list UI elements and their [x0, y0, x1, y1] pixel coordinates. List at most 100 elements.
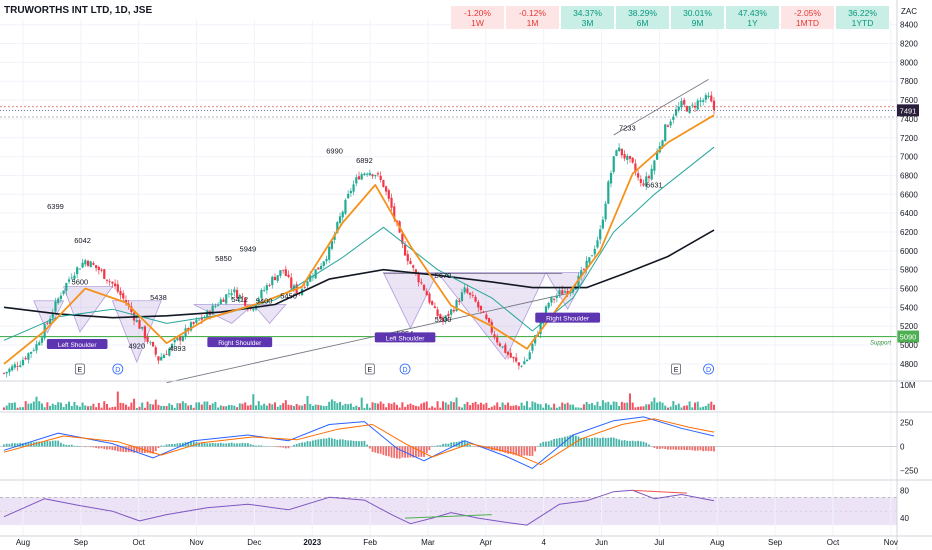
- macd-hist-bar: [347, 440, 350, 447]
- volume-bar: [474, 401, 477, 410]
- volume-bar: [336, 403, 339, 410]
- macd-hist-bar: [149, 446, 152, 454]
- candle-body: [97, 267, 100, 271]
- macd-hist-bar: [298, 443, 301, 447]
- volume-bar: [691, 407, 694, 410]
- candle-body: [566, 290, 569, 294]
- candle-body: [357, 176, 361, 180]
- time-axis[interactable]: Aug Sep Oct Nov Dec 2023 Feb Mar Apr 4 Jun Jul Aug Se…: [16, 538, 932, 547]
- volume-bar: [295, 403, 298, 410]
- volume-bar: [306, 395, 309, 410]
- perf-cell[interactable]: -0.12% 1M: [506, 6, 559, 29]
- volume-bar: [57, 402, 60, 410]
- volume-bar: [222, 406, 225, 410]
- time-tick-label: Aug: [16, 538, 30, 547]
- volume-bar: [27, 403, 30, 410]
- ema-mid-line: [3, 146, 715, 341]
- volume-bar: [612, 401, 615, 410]
- perf-value: 38.29%: [628, 7, 657, 18]
- macd-hist-bar: [257, 445, 260, 447]
- perf-cell[interactable]: 30.01% 9M: [671, 6, 724, 29]
- perf-cell[interactable]: 47.43% 1Y: [726, 6, 779, 29]
- currency-label[interactable]: ZAC: [901, 7, 917, 16]
- price-annotation: 5450: [280, 292, 297, 301]
- volume-bar: [260, 405, 263, 410]
- rsi-pane: [3, 489, 715, 526]
- candle-body: [170, 343, 174, 349]
- macd-hist-bar: [550, 440, 553, 447]
- macd-hist-bar: [523, 446, 526, 456]
- macd-hist-bar: [485, 446, 488, 450]
- volume-bar: [173, 407, 176, 410]
- macd-hist-bar: [228, 443, 230, 447]
- candle-body: [571, 288, 575, 293]
- macd-hist-bar: [192, 440, 195, 447]
- candle-body: [252, 308, 255, 311]
- macd-hist-bar: [320, 439, 322, 447]
- candle-body: [512, 356, 515, 359]
- volume-bar: [601, 400, 604, 410]
- perf-cell[interactable]: -2.05% 1MTD: [781, 6, 834, 29]
- macd-hist-bar: [119, 446, 122, 452]
- macd-hist-bar: [108, 446, 111, 450]
- candle-body: [57, 298, 60, 304]
- candle-body: [360, 174, 363, 180]
- symbol-title[interactable]: TRUWORTHS INT LTD, 1D, JSE: [4, 5, 153, 16]
- volume-bar: [241, 403, 244, 410]
- candle-body: [520, 365, 523, 367]
- perf-cell[interactable]: 38.29% 6M: [616, 6, 669, 29]
- volume-bar: [363, 407, 366, 410]
- candle-body: [506, 352, 510, 355]
- volume-bar: [160, 405, 163, 410]
- event-marker-label: E: [78, 367, 83, 374]
- volume-bar: [482, 404, 485, 410]
- volume-bar: [656, 402, 659, 410]
- volume-bar: [347, 404, 350, 410]
- volume-bar: [517, 406, 520, 410]
- candle-body: [273, 276, 277, 281]
- volume-bar: [669, 406, 672, 410]
- macd-hist-bar: [22, 443, 24, 447]
- candle-body: [609, 172, 613, 184]
- volume-bar: [526, 401, 529, 410]
- candle-body: [577, 275, 580, 289]
- volume-bar: [439, 407, 442, 410]
- macd-hist-bar: [601, 437, 604, 447]
- macd-hist-bar: [366, 444, 369, 447]
- macd-hist-bar: [103, 446, 106, 450]
- perf-cell[interactable]: 36.22% 1YTD: [836, 6, 889, 29]
- volume-bar: [404, 406, 407, 410]
- candle-body: [672, 116, 675, 120]
- candle-body: [371, 174, 374, 177]
- candle-body: [406, 254, 409, 262]
- macd-hist-bar: [461, 440, 463, 447]
- price-tick-label: 7800: [900, 77, 918, 86]
- macd-hist-bar: [5, 443, 8, 447]
- perf-cell[interactable]: -1.20% 1W: [451, 6, 504, 29]
- candle-body: [211, 305, 214, 315]
- volume-bar: [233, 405, 236, 410]
- macd-hist-bar: [691, 446, 694, 451]
- volume-bar: [582, 404, 585, 410]
- candle-body: [67, 279, 71, 282]
- pattern-labels: Left Shoulder Right Shoulder Left Shoulder…: [46, 312, 601, 350]
- candle-body: [162, 354, 165, 359]
- volume-bar: [333, 401, 336, 410]
- macd-hist-bar: [629, 441, 631, 447]
- volume-bar: [431, 406, 434, 410]
- candle-body: [523, 361, 526, 365]
- candle-body: [387, 190, 390, 199]
- perf-cell[interactable]: 34.37% 3M: [561, 6, 614, 29]
- volume-bar: [105, 404, 108, 410]
- time-tick-label: Nov: [189, 538, 203, 547]
- volume-bar: [103, 401, 106, 410]
- volume-bar: [469, 405, 472, 410]
- candle-body: [422, 284, 426, 291]
- candle-body: [135, 320, 138, 322]
- candle-body: [563, 291, 567, 293]
- sma-long-line: [3, 229, 715, 319]
- macd-hist-bar: [11, 443, 14, 447]
- price-axis[interactable]: 4800 5000 5200 5400 5600 5800 6000 6200 6400 6600…: [900, 21, 919, 523]
